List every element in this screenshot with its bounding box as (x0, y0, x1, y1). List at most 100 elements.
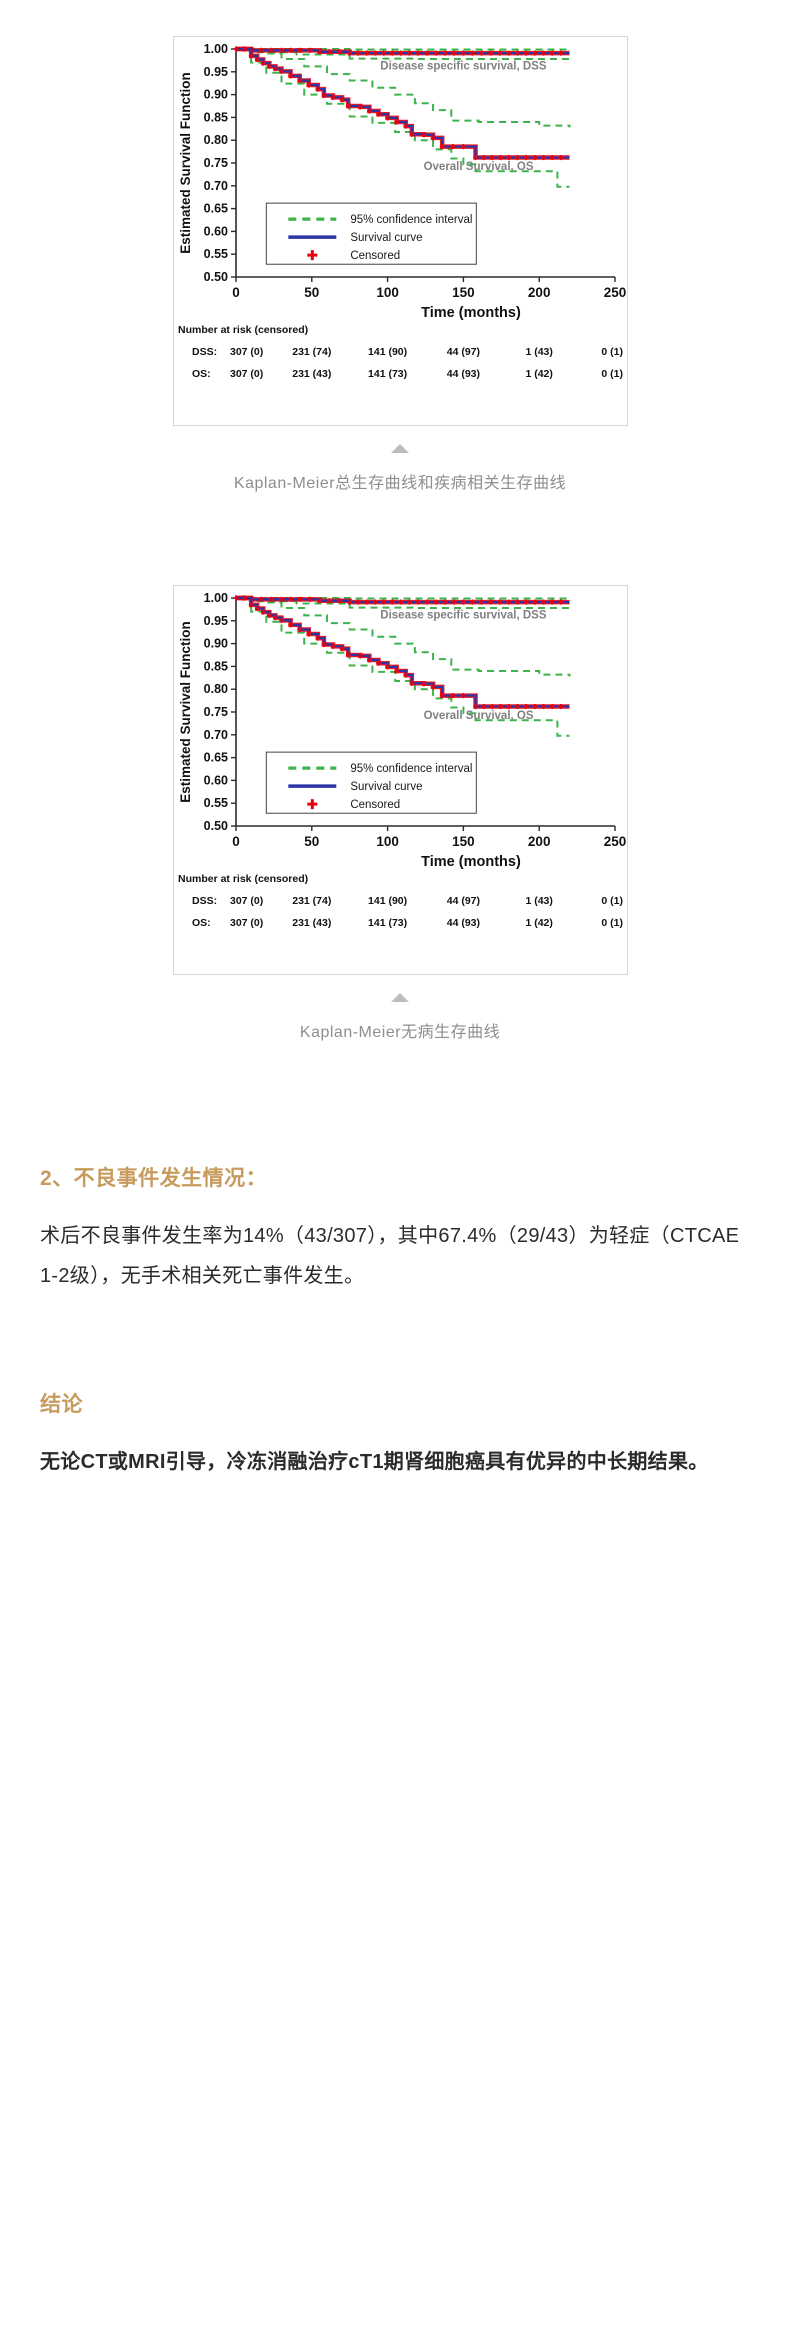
censored-marker (363, 50, 369, 56)
censored-marker (523, 50, 529, 56)
censored-marker (233, 595, 238, 601)
risk-table-cell: 231 (74) (292, 895, 331, 907)
x-axis-tick-label: 250 (603, 834, 626, 849)
figure-caption-wrap-1: Kaplan-Meier总生存曲线和疾病相关生存曲线 (0, 426, 800, 493)
y-axis-tick-label: 0.50 (203, 270, 227, 284)
censored-marker (514, 50, 520, 56)
censored-marker (489, 154, 495, 161)
x-axis-tick-label: 50 (304, 285, 319, 300)
risk-table-cell: 231 (43) (292, 917, 331, 929)
censored-marker (558, 703, 563, 710)
censored-marker (540, 599, 546, 605)
censored-marker (433, 50, 438, 56)
x-axis-tick-label: 0 (232, 834, 240, 849)
confidence-interval-line (235, 48, 571, 128)
risk-table-cell: 141 (90) (368, 895, 407, 907)
censored-marker (478, 599, 484, 605)
x-axis-tick-label: 250 (603, 285, 626, 300)
y-axis-tick-label: 0.65 (203, 202, 227, 216)
censored-marker (389, 599, 395, 605)
caret-up-icon-2 (391, 993, 409, 1002)
censored-marker (305, 82, 311, 88)
risk-table-cell: 0 (1) (601, 917, 623, 929)
censored-marker (366, 108, 372, 114)
censored-marker (540, 154, 546, 161)
censored-marker (381, 599, 386, 605)
y-axis-tick-label: 0.55 (203, 796, 227, 810)
risk-table-row-label: OS: (192, 917, 211, 929)
risk-table-cell: 0 (1) (601, 895, 623, 907)
censored-marker (460, 599, 466, 605)
censored-marker (415, 50, 420, 56)
y-axis-tick-label: 0.70 (203, 728, 227, 742)
censored-marker (558, 154, 563, 161)
x-axis-tick-label: 200 (527, 285, 550, 300)
censored-marker (278, 596, 284, 602)
censored-marker (506, 703, 511, 710)
censored-marker (451, 599, 457, 605)
annotation-os: Overall Survival, OS (423, 161, 533, 173)
censored-marker (307, 47, 312, 53)
censored-marker (398, 599, 403, 605)
section-paragraph-adverse-events: 术后不良事件发生率为14%（43/307），其中67.4%（29/43）为轻症（… (40, 1225, 740, 1287)
censored-marker (345, 103, 350, 109)
figure-block-2: 1.00 0.95 0.90 0.85 0.80 0.75 0.70 0.65 0.60 0.55… (0, 585, 800, 1042)
risk-table-cell: 44 (93) (446, 368, 479, 380)
figure-caption-1: Kaplan-Meier总生存曲线和疾病相关生存曲线 (233, 475, 567, 492)
y-axis-tick-label: 0.80 (203, 682, 227, 696)
censored-marker (389, 50, 395, 56)
risk-table-row-label: OS: (192, 368, 211, 380)
section-paragraph-conclusion: 无论CT或MRI引导，冷冻消融治疗cT1期肾细胞癌具有优异的中长期结果。 (40, 1451, 709, 1473)
censored-marker (460, 692, 466, 699)
censored-marker (336, 598, 342, 604)
censored-marker (266, 612, 272, 618)
km-chart-2: 1.00 0.95 0.90 0.85 0.80 0.75 0.70 0.65 0.60 0.55… (174, 586, 627, 974)
censored-marker (402, 672, 408, 678)
y-axis-tick-label: 0.75 (203, 705, 227, 719)
x-axis-tick-label: 100 (376, 285, 399, 300)
censored-marker (439, 692, 444, 699)
censored-marker (409, 680, 414, 686)
censored-marker (242, 595, 247, 601)
censored-marker (339, 646, 344, 652)
caret-up-icon (391, 444, 409, 453)
risk-table-cell: 307 (0) (230, 917, 263, 929)
censored-marker (540, 50, 546, 56)
censored-marker (523, 599, 529, 605)
risk-table-cell: 1 (42) (525, 917, 552, 929)
censored-marker (549, 154, 554, 161)
y-axis-tick-label: 0.90 (203, 88, 227, 102)
censored-marker (489, 703, 495, 710)
censored-marker (287, 622, 293, 628)
censored-marker (496, 599, 502, 605)
censored-marker (532, 50, 537, 56)
censored-marker (532, 703, 537, 710)
km-plot: 1.00 0.95 0.90 0.85 0.80 0.75 0.70 0.65 0.60 0.55… (178, 42, 626, 380)
y-axis-tick-label: 0.75 (203, 156, 227, 170)
censored-marker (296, 77, 302, 84)
censored-marker (532, 154, 537, 161)
censored-marker (406, 599, 412, 605)
censored-marker (288, 47, 293, 53)
censored-marker (506, 599, 511, 605)
y-axis-title: Estimated Survival Function (178, 72, 193, 254)
y-axis-tick-label: 0.85 (203, 110, 227, 124)
censored-marker (372, 599, 378, 605)
censored-marker (272, 66, 278, 72)
censored-marker (421, 681, 426, 687)
censored-marker (305, 631, 311, 637)
censored-marker (409, 131, 414, 137)
censored-marker (496, 50, 502, 56)
censored-marker (478, 50, 484, 56)
figure-caption-2: Kaplan-Meier无病生存曲线 (299, 1024, 501, 1041)
risk-table-cell: 44 (97) (446, 895, 479, 907)
figure-frame-1: 1.00 0.95 0.90 0.85 0.80 0.75 0.70 0.65 0.60 0.55… (172, 36, 628, 426)
risk-table-cell: 1 (43) (525, 895, 552, 907)
censored-marker (433, 599, 438, 605)
censored-marker (316, 598, 322, 604)
censored-marker (393, 119, 399, 125)
censored-marker (523, 703, 529, 710)
risk-table-cell: 0 (1) (601, 368, 623, 380)
censored-marker (460, 143, 466, 150)
x-axis-tick-label: 150 (452, 285, 475, 300)
